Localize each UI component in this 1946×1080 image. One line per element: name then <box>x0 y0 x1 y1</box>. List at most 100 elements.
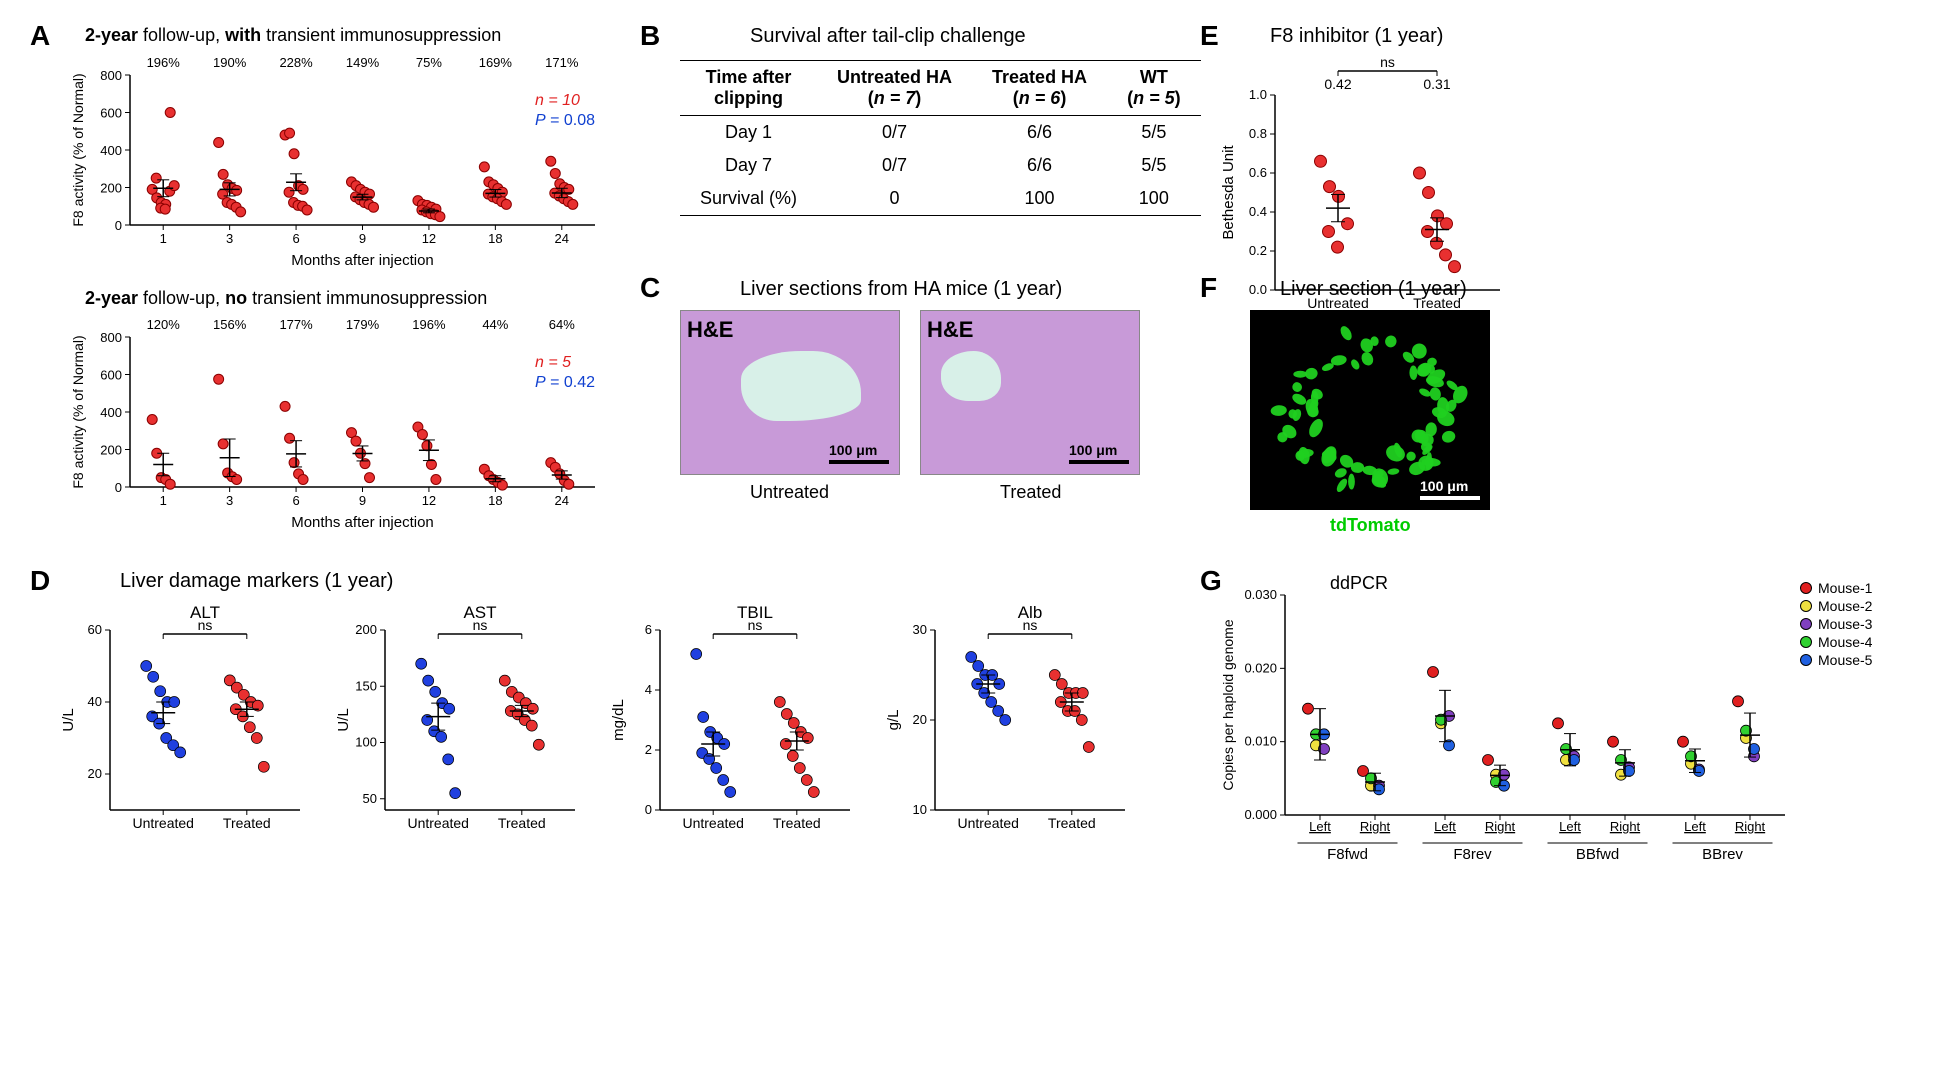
scale-bar: 100 μm <box>829 442 889 464</box>
svg-text:ns: ns <box>198 617 213 633</box>
panel-f-title: Liver section (1 year) <box>1280 278 1467 301</box>
svg-text:400: 400 <box>100 143 122 158</box>
svg-text:200: 200 <box>100 181 122 196</box>
table-header: Treated HA (n = 6) <box>972 61 1107 116</box>
svg-text:0.4: 0.4 <box>1249 204 1267 219</box>
svg-text:Right: Right <box>1485 819 1516 834</box>
table-header: WT (n = 5) <box>1107 61 1201 116</box>
panel-c-label: C <box>640 272 660 304</box>
svg-text:Copies per haploid genome: Copies per haploid genome <box>1220 619 1236 790</box>
svg-text:0.31: 0.31 <box>1423 76 1450 92</box>
svg-text:mg/dL: mg/dL <box>610 699 627 741</box>
svg-text:10: 10 <box>913 802 927 817</box>
panel-d-chart-ast: 50100150200ASTU/LUntreatedTreatedns <box>330 600 590 860</box>
panel-a-chart-bottom: 02004006008001120%3156%6177%9179%12196%1… <box>65 312 605 532</box>
svg-text:3: 3 <box>226 231 233 246</box>
legend-dot-icon <box>1800 654 1812 666</box>
scale-text: 100 μm <box>1420 478 1468 494</box>
panel-d-label: D <box>30 565 50 597</box>
svg-text:400: 400 <box>100 405 122 420</box>
table-cell: 5/5 <box>1107 116 1201 150</box>
hne-label: H&E <box>687 317 733 343</box>
svg-text:177%: 177% <box>279 317 313 332</box>
scale-bar: 100 μm <box>1420 478 1480 500</box>
svg-text:18: 18 <box>488 231 502 246</box>
svg-text:0.020: 0.020 <box>1244 660 1277 675</box>
svg-text:0.42: 0.42 <box>1324 76 1351 92</box>
legend-dot-icon <box>1800 636 1812 648</box>
svg-text:24: 24 <box>555 231 569 246</box>
legend-label: Mouse-5 <box>1818 652 1872 668</box>
svg-text:200: 200 <box>355 622 377 637</box>
panel-a-label: A <box>30 20 50 52</box>
table-cell: Day 7 <box>680 149 817 182</box>
panel-a-bottom-title: 2-year follow-up, no transient immunosup… <box>85 288 487 309</box>
svg-text:75%: 75% <box>416 55 442 70</box>
legend-label: Mouse-4 <box>1818 634 1872 650</box>
table-cell: 0 <box>817 182 972 216</box>
svg-text:Treated: Treated <box>498 815 546 831</box>
svg-text:50: 50 <box>363 791 377 806</box>
svg-text:200: 200 <box>100 443 122 458</box>
svg-text:6: 6 <box>645 622 652 637</box>
svg-text:150: 150 <box>355 678 377 693</box>
table-header: Untreated HA (n = 7) <box>817 61 972 116</box>
svg-text:190%: 190% <box>213 55 247 70</box>
svg-text:F8rev: F8rev <box>1453 846 1492 863</box>
svg-text:0: 0 <box>115 218 122 233</box>
svg-text:0.030: 0.030 <box>1244 587 1277 602</box>
svg-text:20: 20 <box>913 712 927 727</box>
svg-text:9: 9 <box>359 231 366 246</box>
table-cell: 6/6 <box>972 116 1107 150</box>
panel-b-label: B <box>640 20 660 52</box>
svg-text:64%: 64% <box>549 317 575 332</box>
svg-text:12: 12 <box>422 493 436 508</box>
legend-label: Mouse-1 <box>1818 580 1872 596</box>
hne-label: H&E <box>927 317 973 343</box>
svg-text:Untreated: Untreated <box>682 815 743 831</box>
panel-f-caption: tdTomato <box>1330 515 1411 536</box>
legend-item: Mouse-1 <box>1800 580 1872 596</box>
panel-c-cap-untreated: Untreated <box>750 482 829 503</box>
svg-text:Untreated: Untreated <box>132 815 193 831</box>
scale-text: 100 μm <box>1069 442 1117 458</box>
panel-g-chart: 0.0000.0100.0200.030Copies per haploid g… <box>1215 575 1795 885</box>
panel-b-table-wrap: Time afterclippingUntreated HA (n = 7)Tr… <box>680 60 1201 216</box>
svg-text:149%: 149% <box>346 55 380 70</box>
svg-text:9: 9 <box>359 493 366 508</box>
svg-text:U/L: U/L <box>335 708 352 731</box>
svg-text:F8 activity (% of Normal): F8 activity (% of Normal) <box>70 335 86 488</box>
svg-text:1.0: 1.0 <box>1249 87 1267 102</box>
svg-text:4: 4 <box>645 682 652 697</box>
svg-text:BBfwd: BBfwd <box>1576 846 1619 863</box>
svg-text:BBrev: BBrev <box>1702 846 1743 863</box>
svg-text:100: 100 <box>355 735 377 750</box>
svg-text:6: 6 <box>292 231 299 246</box>
svg-text:0.8: 0.8 <box>1249 126 1267 141</box>
panel-c-cap-treated: Treated <box>1000 482 1061 503</box>
panel-b-table: Time afterclippingUntreated HA (n = 7)Tr… <box>680 60 1201 216</box>
svg-text:600: 600 <box>100 106 122 121</box>
svg-text:120%: 120% <box>147 317 181 332</box>
svg-text:196%: 196% <box>147 55 181 70</box>
svg-text:Months after injection: Months after injection <box>291 514 434 531</box>
table-cell: Survival (%) <box>680 182 817 216</box>
svg-text:Untreated: Untreated <box>957 815 1018 831</box>
svg-text:ns: ns <box>1380 54 1395 70</box>
svg-text:n = 5: n = 5 <box>535 354 571 371</box>
svg-text:600: 600 <box>100 368 122 383</box>
panel-d-chart-alt: 204060ALTU/LUntreatedTreatedns <box>55 600 315 860</box>
svg-text:Left: Left <box>1684 819 1706 834</box>
svg-text:12: 12 <box>422 231 436 246</box>
svg-text:P = 0.42: P = 0.42 <box>535 374 595 391</box>
svg-text:2: 2 <box>645 742 652 757</box>
svg-text:171%: 171% <box>545 55 579 70</box>
panel-a-chart-top: 02004006008001196%3190%6228%9149%1275%18… <box>65 50 605 270</box>
legend-dot-icon <box>1800 618 1812 630</box>
svg-text:g/L: g/L <box>885 710 902 731</box>
svg-text:F8fwd: F8fwd <box>1327 846 1368 863</box>
svg-text:0.000: 0.000 <box>1244 807 1277 822</box>
svg-text:24: 24 <box>555 493 569 508</box>
svg-text:40: 40 <box>88 694 102 709</box>
svg-text:0: 0 <box>645 802 652 817</box>
